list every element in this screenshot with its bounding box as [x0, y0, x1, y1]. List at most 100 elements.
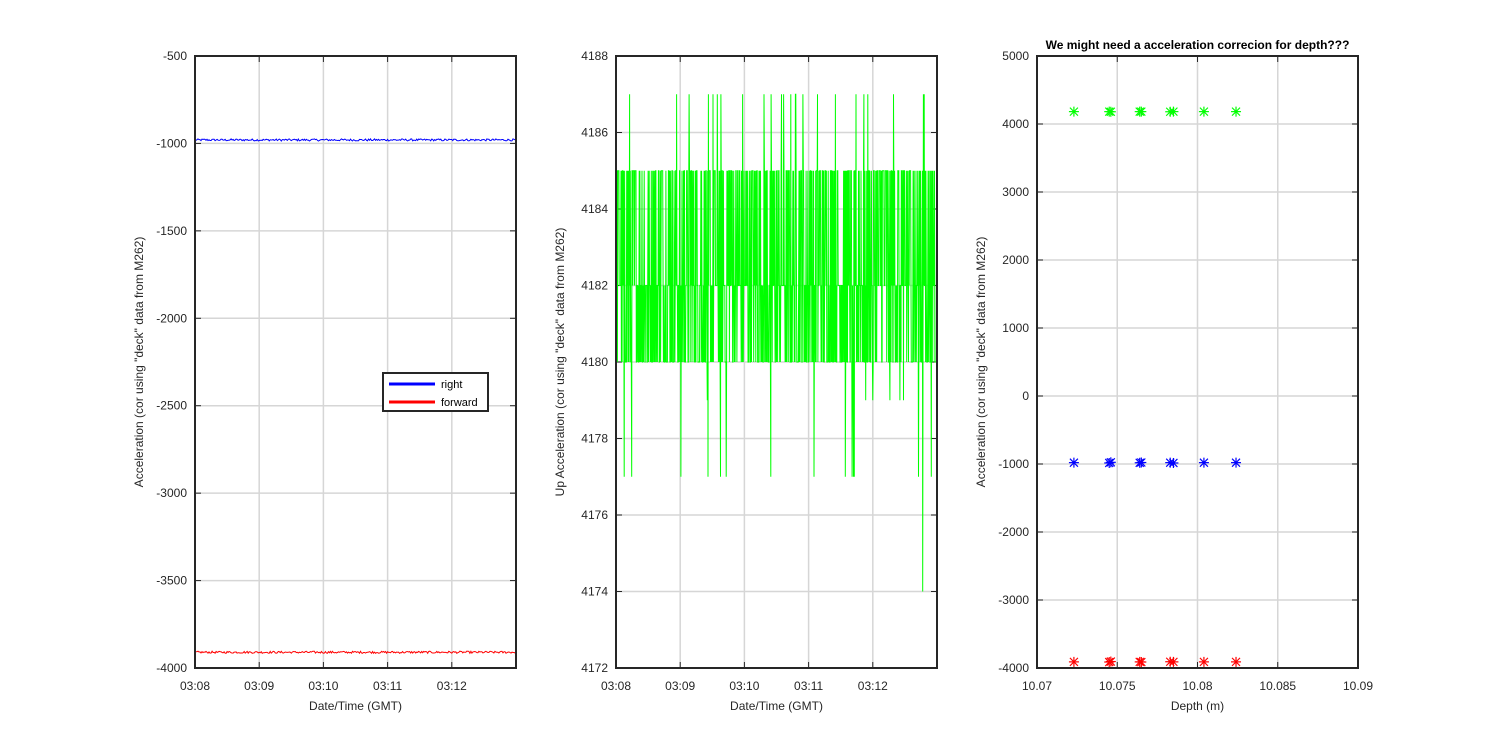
series-line-up-acceleration [615, 93, 938, 592]
point-stroke [1069, 107, 1079, 117]
scatter-point [1168, 457, 1179, 468]
x-tick-label: 03:09 [665, 679, 695, 693]
scatter-point [1136, 657, 1147, 668]
chart-title: We might need a acceleration correcion f… [1046, 38, 1350, 52]
x-axis-label: Depth (m) [1171, 699, 1224, 713]
x-tick-label: 10.085 [1259, 679, 1296, 693]
scatter-point [1068, 106, 1079, 117]
y-tick-label: 0 [1022, 389, 1029, 403]
y-tick-label: 4182 [581, 279, 608, 293]
point-stroke [1106, 457, 1116, 467]
y-tick-label: 4172 [581, 661, 608, 675]
x-tick-label: 03:12 [437, 679, 467, 693]
scatter-point [1136, 106, 1147, 117]
legend: right forward [382, 372, 489, 412]
x-axis-label: Date/Time (GMT) [730, 699, 823, 713]
scatter-point [1198, 457, 1209, 468]
point-stroke [1069, 458, 1079, 468]
y-tick-label: -3000 [998, 593, 1029, 607]
axes-frame [1036, 55, 1359, 669]
y-tick-label: -4000 [156, 661, 187, 675]
point-stroke [1169, 458, 1178, 468]
legend-label-forward: forward [441, 397, 478, 409]
y-tick-label: 4176 [581, 508, 608, 522]
x-tick-label: 03:11 [373, 679, 402, 693]
point-stroke [1104, 458, 1114, 468]
y-tick-label: -4000 [998, 661, 1029, 675]
y-axis-label: Up Acceleration (cor using "deck" data f… [553, 228, 567, 497]
x-tick-label: 03:12 [858, 679, 888, 693]
x-tick-label: 03:08 [180, 679, 210, 693]
x-axis-label: Date/Time (GMT) [309, 699, 402, 713]
point-stroke [1199, 458, 1209, 468]
x-tick-label: 10.075 [1099, 679, 1136, 693]
y-tick-label: 4186 [581, 126, 608, 140]
y-tick-label: 1000 [1002, 321, 1029, 335]
y-tick-label: 3000 [1002, 185, 1029, 199]
axes-acceleration-depth: 10.07 10.075 10.08 10.085 10.09 5000 4000 3000 2… [974, 38, 1373, 713]
y-tick-label: -1000 [998, 457, 1029, 471]
point-stroke [1169, 657, 1178, 667]
point-stroke [1169, 107, 1178, 117]
point-stroke [1199, 107, 1209, 117]
scatter-point [1068, 656, 1079, 667]
x-tick-label: 10.09 [1343, 679, 1373, 693]
y-axis-label: Acceleration (cor using "deck" data from… [974, 237, 988, 488]
axes-acceleration-time: 03:08 03:09 03:10 03:11 03:12 -500 -1000 -1500 -… [132, 49, 517, 713]
y-tick-label: -1500 [156, 224, 187, 238]
point-stroke [1231, 657, 1241, 667]
series-line-right [194, 137, 517, 142]
scatter-point [1104, 457, 1115, 468]
scatter-point [1168, 106, 1179, 117]
y-tick-label: 4180 [581, 355, 608, 369]
point-stroke [1106, 107, 1116, 117]
legend-box [382, 372, 489, 412]
scatter-point [1198, 656, 1209, 667]
point-stroke [1069, 657, 1079, 667]
x-tick-label: 03:10 [308, 679, 338, 693]
y-tick-label: 4000 [1002, 117, 1029, 131]
scatter-point [1136, 457, 1147, 468]
y-tick-label: -2000 [998, 525, 1029, 539]
y-tick-label: 4188 [581, 49, 608, 63]
point-stroke [1199, 657, 1209, 667]
y-tick-label: -1000 [156, 136, 187, 150]
x-tick-label: 10.07 [1022, 679, 1052, 693]
axes-up-acceleration-time: 03:08 03:09 03:10 03:11 03:12 4188 4186 4184 418… [553, 49, 938, 713]
y-tick-label: -3000 [156, 486, 187, 500]
x-tick-label: 03:10 [729, 679, 759, 693]
scatter-point [1198, 106, 1209, 117]
y-tick-label: -2500 [156, 399, 187, 413]
point-stroke [1231, 107, 1241, 117]
axes-frame [615, 55, 938, 669]
y-tick-label: -500 [163, 49, 187, 63]
scatter-point [1231, 457, 1242, 468]
scatter-point [1231, 106, 1242, 117]
legend-label-right: right [441, 379, 462, 391]
axes-frame [194, 55, 517, 669]
scatter-point [1105, 656, 1116, 667]
point-stroke [1106, 657, 1116, 666]
x-tick-label: 03:11 [794, 679, 823, 693]
y-tick-label: 4184 [581, 202, 608, 216]
y-tick-label: -3500 [156, 574, 187, 588]
point-stroke [1136, 458, 1146, 467]
scatter-point [1168, 656, 1179, 667]
y-tick-label: 5000 [1002, 49, 1029, 63]
y-axis-label: Acceleration (cor using "deck" data from… [132, 237, 146, 488]
series-line-forward [194, 650, 517, 655]
point-stroke [1136, 657, 1146, 667]
x-tick-label: 03:08 [601, 679, 631, 693]
y-tick-label: 2000 [1002, 253, 1029, 267]
x-tick-label: 10.08 [1182, 679, 1212, 693]
scatter-point [1105, 457, 1116, 468]
point-stroke [1231, 458, 1241, 468]
y-tick-label: 4178 [581, 432, 608, 446]
scatter-point [1231, 656, 1242, 667]
point-stroke [1136, 107, 1146, 117]
scatter-point [1068, 457, 1079, 468]
x-tick-label: 03:09 [244, 679, 274, 693]
y-tick-label: -2000 [156, 311, 187, 325]
scatter-point [1105, 106, 1116, 117]
